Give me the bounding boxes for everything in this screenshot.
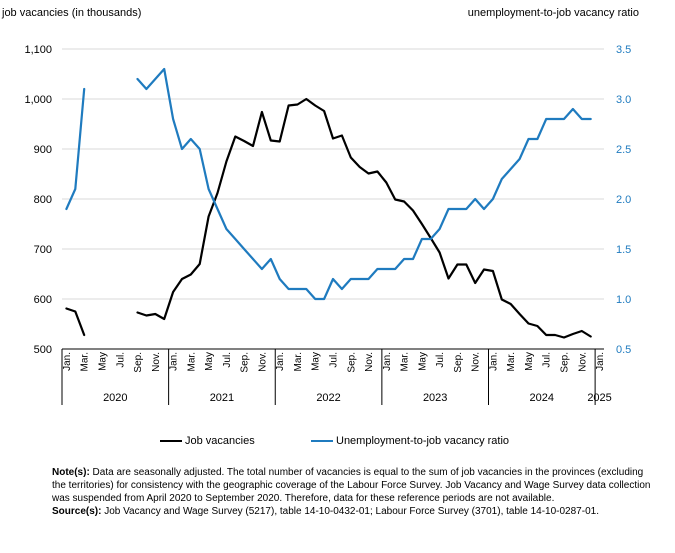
month-tick-label: Jan.	[169, 352, 180, 371]
month-tick-label: Mar.	[506, 352, 517, 371]
month-tick-label: Jul.	[542, 352, 553, 368]
legend-label-job-vacancies: Job vacancies	[185, 435, 255, 447]
month-tick-label: Nov.	[577, 352, 588, 372]
year-label: 2024	[530, 392, 554, 404]
right-axis-ticks: 0.5 1.0 1.5 2.0 2.5 3.0 3.5	[616, 44, 631, 356]
gridlines	[62, 48, 604, 300]
right-tick-label: 2.0	[616, 194, 631, 206]
month-tick-label: Jan.	[62, 352, 73, 371]
year-label: 2021	[210, 392, 234, 404]
month-tick-label: May	[524, 352, 535, 371]
source-text: Job Vacancy and Wage Survey (5217), tabl…	[101, 506, 599, 517]
month-tick-label: Sep.	[560, 352, 571, 373]
month-tick-label: Jan.	[488, 352, 499, 371]
right-axis-title: unemployment-to-job vacancy ratio	[467, 7, 639, 19]
month-tick-label: May	[311, 352, 322, 371]
legend-swatch-black	[160, 440, 182, 442]
month-tick-label: Jul.	[329, 352, 340, 368]
source-paragraph: Source(s): Job Vacancy and Wage Survey (…	[52, 505, 652, 518]
left-axis-title: job vacancies (in thousands)	[2, 7, 142, 19]
legend-label-ratio: Unemployment-to-job vacancy ratio	[336, 435, 510, 447]
month-tick-label: Nov.	[364, 352, 375, 372]
year-label: 2025	[587, 392, 611, 404]
left-tick-label: 700	[34, 244, 52, 256]
legend-item-ratio: Unemployment-to-job vacancy ratio	[311, 435, 509, 447]
month-tick-label: May	[97, 352, 108, 371]
left-tick-label: 1,000	[24, 94, 52, 106]
month-tick-label: Jul.	[435, 352, 446, 368]
year-label: 2022	[316, 392, 340, 404]
left-tick-label: 600	[34, 294, 52, 306]
month-tick-label: Mar.	[400, 352, 411, 371]
note-text: Data are seasonally adjusted. The total …	[52, 467, 651, 504]
month-tick-label: Nov.	[471, 352, 482, 372]
line-chart: 500 600 700 800 900 1,000 1,100 0.5 1.0 1.5 2.0 2.…	[24, 44, 631, 405]
right-tick-label: 1.0	[616, 294, 631, 306]
legend-item-job-vacancies: Job vacancies	[160, 435, 255, 447]
month-tick-label: Sep.	[346, 352, 357, 373]
series-lines	[65, 67, 592, 339]
right-tick-label: 1.5	[616, 244, 631, 256]
month-tick-label: Jul.	[115, 352, 126, 368]
month-tick-label: May	[417, 352, 428, 371]
right-tick-label: 3.0	[616, 94, 631, 106]
month-tick-label: Mar.	[293, 352, 304, 371]
month-tick-label: Jan.	[595, 352, 606, 371]
ratio-line	[65, 87, 86, 211]
month-tick-label: Jan.	[275, 352, 286, 371]
job-vacancies-line	[65, 307, 86, 337]
legend-swatch-blue	[311, 440, 333, 442]
month-tick-label: Sep.	[240, 352, 251, 373]
month-tick-label: Sep.	[133, 352, 144, 373]
year-label: 2023	[423, 392, 447, 404]
ratio-line	[136, 67, 592, 301]
month-tick-label: Mar.	[80, 352, 91, 371]
x-axis: Jan. Mar. May Jul. Sep. Nov. Jan. Mar. May Jul. Se…	[61, 348, 612, 405]
notes-block: Note(s): Data are seasonally adjusted. T…	[52, 466, 652, 518]
month-tick-label: Nov.	[257, 352, 268, 372]
right-tick-label: 3.5	[616, 44, 631, 56]
year-label: 2020	[103, 392, 127, 404]
month-tick-label: Mar.	[186, 352, 197, 371]
left-axis-ticks: 500 600 700 800 900 1,000 1,100	[24, 44, 52, 356]
month-tick-label: Jul.	[222, 352, 233, 368]
month-tick-label: Sep.	[453, 352, 464, 373]
right-tick-label: 2.5	[616, 144, 631, 156]
right-tick-label: 0.5	[616, 344, 631, 356]
month-tick-label: May	[204, 352, 215, 371]
month-tick-label: Nov.	[151, 352, 162, 372]
left-tick-label: 500	[34, 344, 52, 356]
job-vacancies-line	[136, 97, 592, 339]
source-label: Source(s):	[52, 506, 102, 517]
note-label: Note(s):	[52, 467, 90, 478]
left-tick-label: 800	[34, 194, 52, 206]
month-tick-label: Jan.	[382, 352, 393, 371]
note-paragraph: Note(s): Data are seasonally adjusted. T…	[52, 466, 652, 505]
left-tick-label: 1,100	[24, 44, 52, 56]
left-tick-label: 900	[34, 144, 52, 156]
